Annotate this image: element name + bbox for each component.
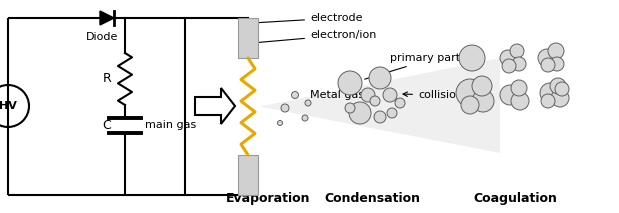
Circle shape — [511, 80, 527, 96]
Circle shape — [472, 90, 494, 112]
Circle shape — [374, 111, 386, 123]
Circle shape — [387, 108, 397, 118]
Text: R: R — [102, 72, 111, 85]
Circle shape — [502, 59, 516, 73]
Circle shape — [395, 98, 405, 108]
Text: Condensation: Condensation — [324, 192, 420, 205]
Circle shape — [281, 104, 289, 112]
Circle shape — [361, 88, 375, 102]
Circle shape — [538, 49, 556, 67]
Text: electrode: electrode — [255, 13, 363, 23]
Circle shape — [510, 44, 524, 58]
Circle shape — [550, 57, 564, 71]
Circle shape — [302, 115, 308, 121]
Circle shape — [548, 43, 564, 59]
Circle shape — [292, 92, 298, 98]
Text: Metal gas: Metal gas — [310, 90, 364, 100]
Text: Diode: Diode — [86, 32, 118, 42]
Polygon shape — [260, 58, 500, 153]
Text: electron/ion: electron/ion — [255, 30, 376, 43]
Text: Coagulation: Coagulation — [473, 192, 557, 205]
Text: HV: HV — [0, 101, 17, 111]
Circle shape — [512, 57, 526, 71]
Circle shape — [541, 58, 555, 72]
Circle shape — [555, 82, 569, 96]
Text: collision: collision — [403, 90, 463, 100]
Bar — [238, 155, 258, 195]
Text: main gas: main gas — [145, 121, 196, 131]
Circle shape — [305, 100, 311, 106]
Circle shape — [370, 96, 380, 106]
Circle shape — [541, 94, 555, 108]
Circle shape — [383, 88, 397, 102]
Circle shape — [459, 45, 485, 71]
Circle shape — [472, 76, 492, 96]
Text: Evaporation: Evaporation — [226, 192, 310, 205]
Polygon shape — [195, 88, 235, 124]
Circle shape — [277, 121, 282, 125]
Circle shape — [500, 50, 516, 66]
Circle shape — [456, 79, 484, 107]
Circle shape — [551, 89, 569, 107]
Bar — [238, 18, 258, 58]
Circle shape — [349, 102, 371, 124]
Circle shape — [345, 103, 355, 113]
Text: primary particle: primary particle — [365, 53, 479, 79]
Circle shape — [461, 96, 479, 114]
Polygon shape — [100, 11, 114, 25]
Text: C: C — [102, 119, 111, 132]
Circle shape — [550, 78, 566, 94]
Circle shape — [540, 83, 560, 103]
Circle shape — [500, 85, 520, 105]
Circle shape — [511, 92, 529, 110]
Circle shape — [338, 71, 362, 95]
Circle shape — [369, 67, 391, 89]
